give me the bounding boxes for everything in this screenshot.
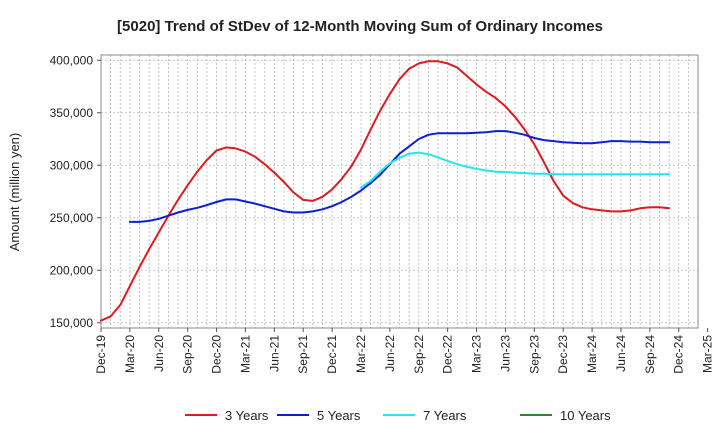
x-tick-label: Mar-24	[585, 335, 599, 373]
x-tick-label: Sep-21	[296, 335, 310, 374]
y-tick-label: 350,000	[50, 106, 94, 120]
x-tick-label: Mar-20	[123, 335, 137, 373]
x-tick-label: Dec-21	[325, 335, 339, 374]
y-axis: 150,000 200,000 250,000 300,000 350,000 400,0…	[50, 53, 101, 330]
x-tick-label: Sep-24	[643, 335, 657, 374]
chart-title: [5020] Trend of StDev of 12-Month Moving…	[117, 18, 603, 35]
x-tick-label: Mar-23	[470, 335, 484, 373]
x-tick-label: Dec-24	[672, 335, 686, 374]
legend-label: 3 Years	[225, 408, 269, 423]
x-axis: Dec-19 Mar-20 Jun-20 Sep-20 Dec-20 Mar-21 Jun-…	[94, 328, 715, 374]
plot-area-frame	[100, 54, 699, 329]
x-tick-label: Dec-23	[556, 335, 570, 374]
x-tick-label: Sep-23	[527, 335, 541, 374]
y-tick-label: 300,000	[50, 158, 94, 172]
x-tick-label: Jun-24	[614, 335, 628, 372]
x-tick-label: Dec-22	[441, 335, 455, 374]
x-tick-label: Mar-25	[701, 335, 715, 373]
x-tick-label: Sep-22	[412, 335, 426, 374]
x-tick-label: Mar-22	[354, 335, 368, 373]
legend-label: 5 Years	[317, 408, 361, 423]
y-tick-label: 250,000	[50, 211, 94, 225]
y-axis-label: Amount (million yen)	[7, 133, 22, 252]
series-line-7-years	[360, 151, 671, 189]
x-tick-label: Sep-20	[181, 335, 195, 374]
legend: 3 Years 5 Years 7 Years 10 Years	[185, 408, 611, 423]
x-tick-label: Dec-20	[210, 335, 224, 374]
x-tick-label: Dec-19	[94, 335, 108, 374]
series-line-3-years	[100, 60, 671, 322]
x-tick-label: Mar-21	[238, 335, 252, 373]
legend-label: 7 Years	[423, 408, 467, 423]
y-tick-label: 400,000	[50, 53, 94, 67]
series-line-5-years	[128, 130, 671, 223]
y-tick-label: 200,000	[50, 263, 94, 277]
y-tick-label: 150,000	[50, 316, 94, 330]
series-lines	[100, 60, 671, 322]
grid	[101, 55, 698, 328]
x-tick-label: Jun-21	[267, 335, 281, 372]
legend-label: 10 Years	[560, 408, 611, 423]
x-tick-label: Jun-20	[152, 335, 166, 372]
x-tick-label: Jun-22	[383, 335, 397, 372]
x-tick-label: Jun-23	[498, 335, 512, 372]
